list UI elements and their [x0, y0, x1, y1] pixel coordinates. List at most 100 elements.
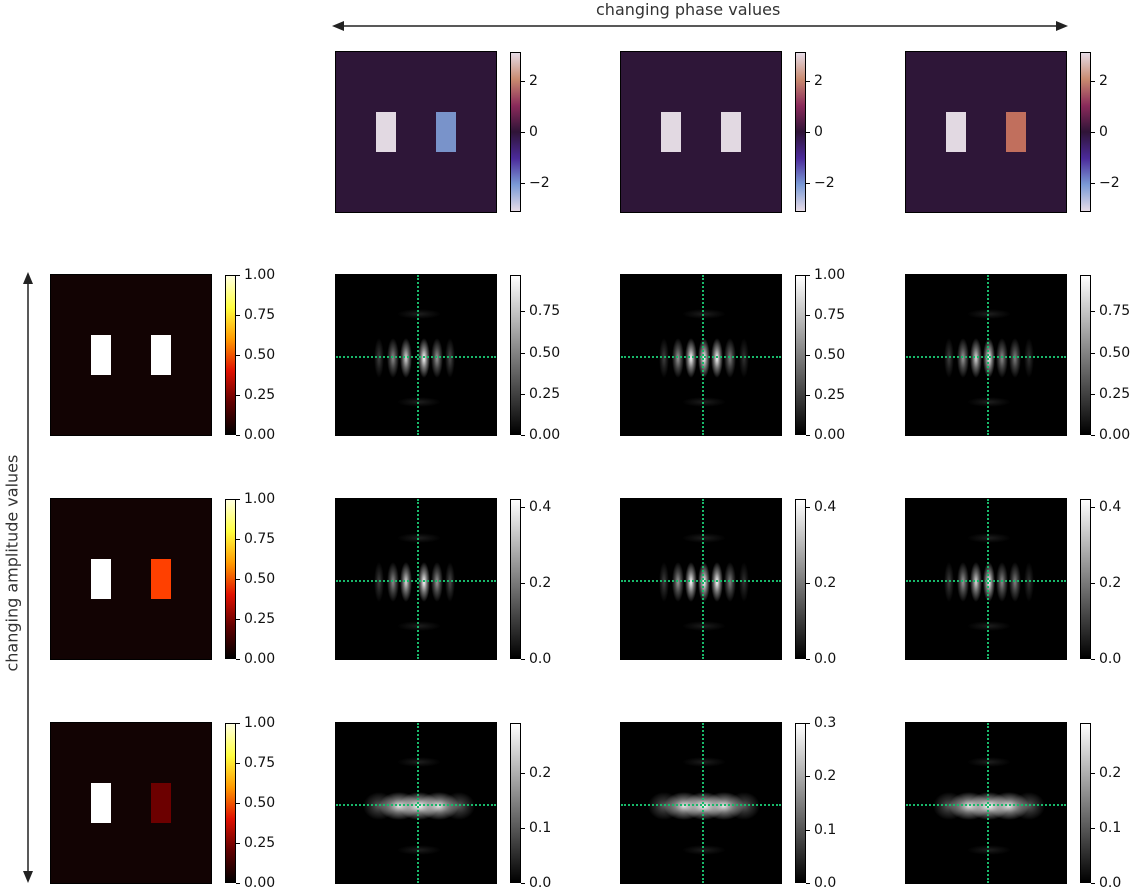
- colorbar-tick: [1091, 883, 1095, 884]
- fringe: [739, 338, 749, 378]
- colorbar-tick: [236, 435, 240, 436]
- amplitude-panel-3: [50, 722, 212, 884]
- colorbar-tick: [521, 506, 525, 508]
- fringe: [387, 338, 399, 378]
- right-slit-phase: [721, 112, 741, 152]
- fringe: [698, 338, 710, 378]
- fringe: [685, 338, 697, 378]
- left-slit-phase: [376, 112, 396, 152]
- intensity-colorbar: [1080, 723, 1091, 883]
- colorbar-tick: [806, 355, 810, 356]
- fringe: [983, 562, 995, 602]
- phase-panel-1: [335, 51, 497, 213]
- diffraction-panel-r1c2: [620, 274, 782, 436]
- phase-axis-arrow: [332, 21, 1068, 31]
- left-slit-amplitude: [91, 559, 111, 599]
- fringe: [957, 338, 969, 378]
- colorbar-tick-label: 0.1: [814, 821, 837, 838]
- colorbar-tick: [521, 883, 525, 884]
- diffraction-pattern: [374, 309, 455, 407]
- side-lobe: [967, 309, 1011, 319]
- fringe: [418, 562, 430, 602]
- amplitude-colorbar: [225, 499, 236, 659]
- colorbar-tick-label: 0.00: [244, 651, 276, 667]
- colorbar-tick: [806, 506, 810, 508]
- side-lobe: [682, 757, 726, 767]
- intensity-colorbar: [1080, 275, 1091, 435]
- colorbar-tick: [806, 776, 810, 778]
- colorbar-tick-label: 0.25: [814, 387, 846, 403]
- colorbar-tick-label: 0.4: [814, 498, 837, 515]
- colorbar-tick: [1091, 659, 1095, 660]
- colorbar-tick-label: 0.25: [244, 611, 276, 627]
- colorbar-tick-label: 0.50: [1099, 344, 1131, 361]
- colorbar-tick-label: 1.00: [814, 267, 846, 283]
- colorbar-tick-label: 0.4: [1099, 498, 1122, 515]
- colorbar-tick: [1091, 352, 1095, 354]
- fringe: [672, 338, 684, 378]
- colorbar-tick-label: 0.2: [529, 574, 552, 591]
- colorbar-tick: [806, 395, 810, 396]
- crosshair-vertical: [987, 275, 989, 435]
- colorbar-tick: [236, 355, 240, 356]
- intensity-colorbar: [795, 499, 806, 659]
- intensity-colorbar: [510, 275, 521, 435]
- fringe: [724, 562, 736, 602]
- crosshair-horizontal: [621, 804, 781, 806]
- colorbar-tick: [806, 883, 810, 884]
- colorbar-tick: [1091, 582, 1095, 584]
- colorbar-tick-label: 0.1: [529, 819, 552, 836]
- right-slit-amplitude: [151, 335, 171, 375]
- diffraction-panel-r3c3: [905, 722, 1067, 884]
- fringe: [400, 338, 412, 378]
- colorbar-tick-label: 0.0: [1099, 875, 1122, 891]
- crosshair-horizontal: [906, 804, 1066, 806]
- amplitude-colorbar: [225, 275, 236, 435]
- fringe: [1013, 792, 1045, 820]
- colorbar-tick: [521, 311, 525, 313]
- diffraction-pattern: [933, 757, 1045, 855]
- fringe: [374, 338, 384, 378]
- colorbar-tick-label: 0.00: [244, 427, 276, 443]
- colorbar-tick: [806, 829, 810, 831]
- colorbar-tick: [521, 582, 525, 584]
- fringe: [387, 562, 399, 602]
- diffraction-panel-r3c2: [620, 722, 782, 884]
- fringe: [659, 562, 669, 602]
- diffraction-panel-r1c3: [905, 274, 1067, 436]
- side-lobe: [397, 533, 441, 543]
- colorbar-tick: [521, 435, 525, 436]
- colorbar-tick: [1091, 311, 1095, 313]
- side-lobe: [397, 621, 441, 631]
- fringe: [648, 792, 680, 820]
- colorbar-tick-label: 0.2: [814, 768, 837, 785]
- colorbar-tick-label: 0.50: [244, 347, 276, 363]
- fringe: [363, 792, 395, 820]
- side-lobe: [682, 845, 726, 855]
- fringe: [374, 562, 384, 602]
- colorbar-tick: [236, 883, 240, 884]
- diffraction-panel-r2c2: [620, 498, 782, 660]
- left-slit-amplitude: [91, 783, 111, 823]
- colorbar-tick: [521, 81, 525, 83]
- colorbar-tick: [806, 81, 810, 83]
- colorbar-tick-label: 0.75: [1099, 303, 1131, 320]
- fringe: [698, 562, 710, 602]
- colorbar-tick: [1091, 132, 1095, 133]
- colorbar-tick-label: 1.00: [244, 491, 276, 507]
- amplitude-colorbar: [225, 723, 236, 883]
- diffraction-pattern: [363, 757, 475, 855]
- diffraction-pattern: [374, 533, 455, 631]
- phase-axis-label: changing phase values: [596, 0, 781, 19]
- fringe: [957, 562, 969, 602]
- phase-panel-3: [905, 51, 1067, 213]
- colorbar-tick: [236, 763, 240, 764]
- crosshair-vertical: [987, 723, 989, 883]
- intensity-colorbar: [795, 723, 806, 883]
- side-lobe: [967, 845, 1011, 855]
- crosshair-vertical: [702, 499, 704, 659]
- colorbar-tick: [806, 315, 810, 316]
- colorbar-tick: [521, 132, 525, 133]
- amplitude-axis-label: changing amplitude values: [2, 454, 22, 672]
- colorbar-tick-label: 0.50: [244, 571, 276, 587]
